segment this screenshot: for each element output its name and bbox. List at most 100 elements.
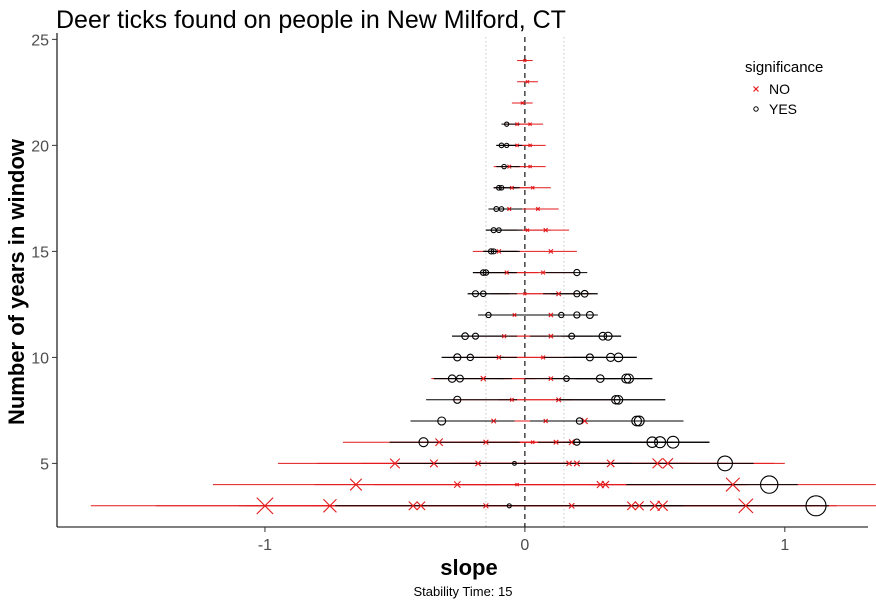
non-significant-point	[491, 418, 497, 424]
non-significant-point	[429, 459, 439, 468]
significant-point	[479, 269, 487, 276]
non-significant-point	[512, 312, 517, 318]
legend-key-yes: YES	[753, 101, 797, 117]
non-significant-point	[540, 355, 546, 360]
non-significant-point	[555, 291, 562, 297]
significant-point	[558, 311, 565, 319]
significant-point	[471, 290, 480, 298]
non-significant-point	[528, 143, 533, 148]
legend: significance NO YES	[745, 59, 823, 117]
significant-point	[805, 495, 827, 517]
x-axis-ticks: -1 0 1	[258, 527, 789, 554]
non-significant-point	[553, 439, 559, 445]
significant-point	[495, 227, 502, 234]
non-significant-point	[606, 459, 615, 468]
non-significant-point	[475, 460, 482, 467]
significant-point	[479, 290, 487, 298]
significant-point	[631, 415, 643, 427]
significant-point	[455, 374, 464, 383]
significant-point	[573, 311, 581, 319]
significant-point	[501, 163, 507, 170]
significant-point	[621, 373, 632, 384]
non-significant-point	[480, 375, 487, 382]
significant-point	[453, 353, 462, 362]
significant-point	[447, 374, 457, 383]
legend-cross-icon	[753, 86, 759, 92]
significant-point	[466, 353, 475, 362]
y-tick-label: 20	[31, 138, 49, 155]
y-tick-label: 15	[31, 244, 49, 261]
non-significant-point	[548, 248, 554, 254]
non-significant-point	[543, 227, 549, 233]
significant-point	[495, 184, 502, 191]
non-significant-point	[626, 501, 637, 511]
significant-point	[487, 248, 495, 255]
non-significant-point	[523, 291, 527, 296]
significant-point	[461, 332, 469, 341]
non-significant-point	[601, 480, 610, 489]
non-significant-point	[528, 164, 533, 169]
non-significant-point	[501, 333, 507, 339]
significant-point	[482, 269, 490, 276]
non-significant-point	[525, 228, 530, 233]
significant-point	[575, 417, 584, 425]
non-significant-point	[507, 206, 512, 212]
non-significant-point	[483, 439, 489, 446]
y-tick-label: 5	[40, 456, 49, 473]
significant-point	[498, 184, 505, 191]
non-significant-point	[568, 439, 575, 446]
significant-point	[453, 395, 462, 404]
significant-point	[498, 206, 505, 212]
non-significant-point	[515, 482, 520, 487]
non-significant-point	[389, 458, 401, 469]
non-significant-point	[634, 500, 645, 511]
non-significant-point	[652, 458, 663, 469]
non-significant-point	[515, 122, 520, 127]
significant-point	[490, 248, 497, 255]
non-significant-point	[649, 500, 661, 512]
significant-point	[585, 353, 594, 362]
significant-point	[717, 455, 733, 472]
significant-point	[573, 290, 581, 298]
non-significant-point	[657, 500, 669, 512]
significant-point	[646, 436, 659, 449]
non-significant-point	[496, 354, 502, 360]
non-significant-point	[662, 457, 674, 469]
significant-point	[611, 395, 621, 405]
significant-point	[580, 289, 589, 298]
significant-point	[504, 142, 510, 149]
non-significant-point	[416, 501, 426, 511]
significant-point	[563, 375, 570, 382]
non-significant-point	[573, 460, 581, 467]
non-significant-point	[509, 185, 515, 190]
legend-key-no: NO	[753, 81, 790, 97]
legend-label-yes: YES	[769, 101, 797, 117]
non-significant-point	[323, 498, 337, 513]
legend-circle-icon	[753, 106, 759, 112]
significant-point	[504, 121, 510, 127]
non-significant-point	[523, 58, 527, 63]
non-significant-point	[568, 502, 575, 509]
non-significant-point	[256, 497, 274, 515]
non-significant-point	[515, 143, 520, 148]
non-significant-point	[535, 206, 541, 212]
significant-point	[603, 331, 613, 341]
y-axis-title: Number of years in window	[4, 138, 29, 425]
non-significant-point	[548, 376, 554, 382]
non-significant-point	[520, 101, 525, 105]
y-axis-ticks: 5 10 15 20 25	[31, 32, 57, 473]
caption: Stability Time: 15	[414, 584, 513, 599]
x-tick-label: 0	[520, 537, 529, 554]
non-significant-point	[566, 460, 573, 467]
significant-point	[418, 437, 429, 448]
non-significant-point	[581, 417, 589, 425]
significant-point	[437, 416, 447, 426]
non-significant-point	[509, 397, 515, 402]
significant-point	[471, 332, 480, 340]
y-tick-label: 10	[31, 350, 49, 367]
non-significant-point	[548, 312, 554, 318]
non-significant-point	[555, 397, 562, 403]
data-markers	[256, 58, 827, 517]
significant-point	[573, 438, 581, 446]
